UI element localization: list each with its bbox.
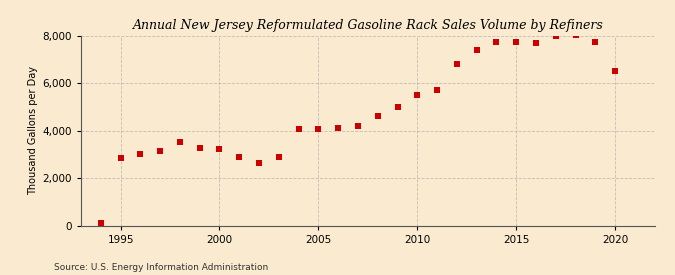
- Point: [531, 41, 541, 45]
- Title: Annual New Jersey Reformulated Gasoline Rack Sales Volume by Refiners: Annual New Jersey Reformulated Gasoline …: [132, 19, 603, 32]
- Point: [491, 40, 502, 45]
- Point: [155, 149, 165, 153]
- Point: [352, 124, 363, 128]
- Point: [392, 105, 403, 109]
- Point: [293, 127, 304, 131]
- Point: [95, 221, 106, 225]
- Point: [254, 161, 265, 166]
- Point: [194, 145, 205, 150]
- Point: [550, 34, 561, 38]
- Point: [234, 155, 244, 160]
- Point: [511, 40, 522, 45]
- Point: [412, 93, 423, 97]
- Point: [214, 147, 225, 152]
- Point: [432, 88, 443, 92]
- Point: [273, 155, 284, 160]
- Point: [590, 40, 601, 44]
- Point: [452, 62, 462, 66]
- Point: [610, 68, 620, 73]
- Point: [471, 48, 482, 53]
- Point: [333, 125, 344, 130]
- Point: [115, 156, 126, 160]
- Text: Source: U.S. Energy Information Administration: Source: U.S. Energy Information Administ…: [54, 263, 268, 272]
- Point: [373, 114, 383, 118]
- Point: [570, 33, 581, 37]
- Y-axis label: Thousand Gallons per Day: Thousand Gallons per Day: [28, 66, 38, 195]
- Point: [175, 140, 186, 144]
- Point: [135, 152, 146, 156]
- Point: [313, 126, 324, 131]
